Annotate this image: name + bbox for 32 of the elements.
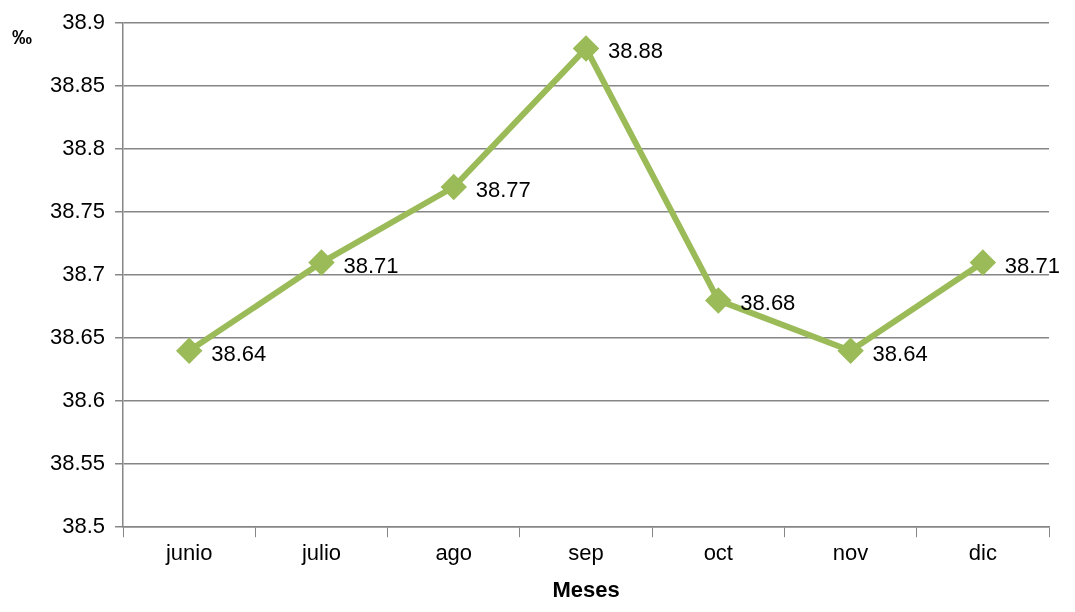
x-tick-label: oct — [703, 540, 733, 566]
data-label: 38.71 — [1004, 252, 1060, 278]
point — [838, 338, 863, 363]
data-label: 38.68 — [740, 290, 796, 316]
data-label: 38.64 — [211, 340, 267, 366]
x-tick-label: dic — [968, 540, 997, 566]
data-label: 38.71 — [343, 252, 399, 278]
y-tick-label: 38.5 — [62, 513, 106, 539]
data-label: 38.64 — [872, 340, 928, 366]
point — [574, 36, 599, 61]
x-tick-label: ago — [435, 540, 473, 566]
y-tick-label: 38.85 — [49, 72, 106, 98]
point — [970, 250, 995, 275]
y-tick-label: 38.8 — [62, 135, 106, 161]
point — [441, 175, 466, 199]
data-label: 38.77 — [475, 177, 531, 203]
point — [309, 250, 334, 275]
x-tick-label: julio — [300, 540, 342, 566]
x-tick-label: sep — [568, 540, 604, 566]
y-tick-label: 38.7 — [62, 261, 106, 287]
y-tick-label: 38.9 — [62, 9, 106, 35]
data-label: 38.88 — [608, 38, 664, 64]
x-tick-label: nov — [832, 540, 869, 566]
y-axis-title: ‰ — [12, 25, 32, 48]
point — [177, 338, 202, 363]
x-axis-title: Meses — [552, 576, 620, 602]
point — [706, 288, 731, 313]
y-tick-label: 38.6 — [62, 387, 106, 413]
y-tick-label: 38.55 — [49, 450, 106, 476]
y-tick-label: 38.75 — [49, 198, 106, 224]
x-tick-label: junio — [164, 540, 213, 566]
y-tick-label: 38.65 — [49, 324, 106, 350]
